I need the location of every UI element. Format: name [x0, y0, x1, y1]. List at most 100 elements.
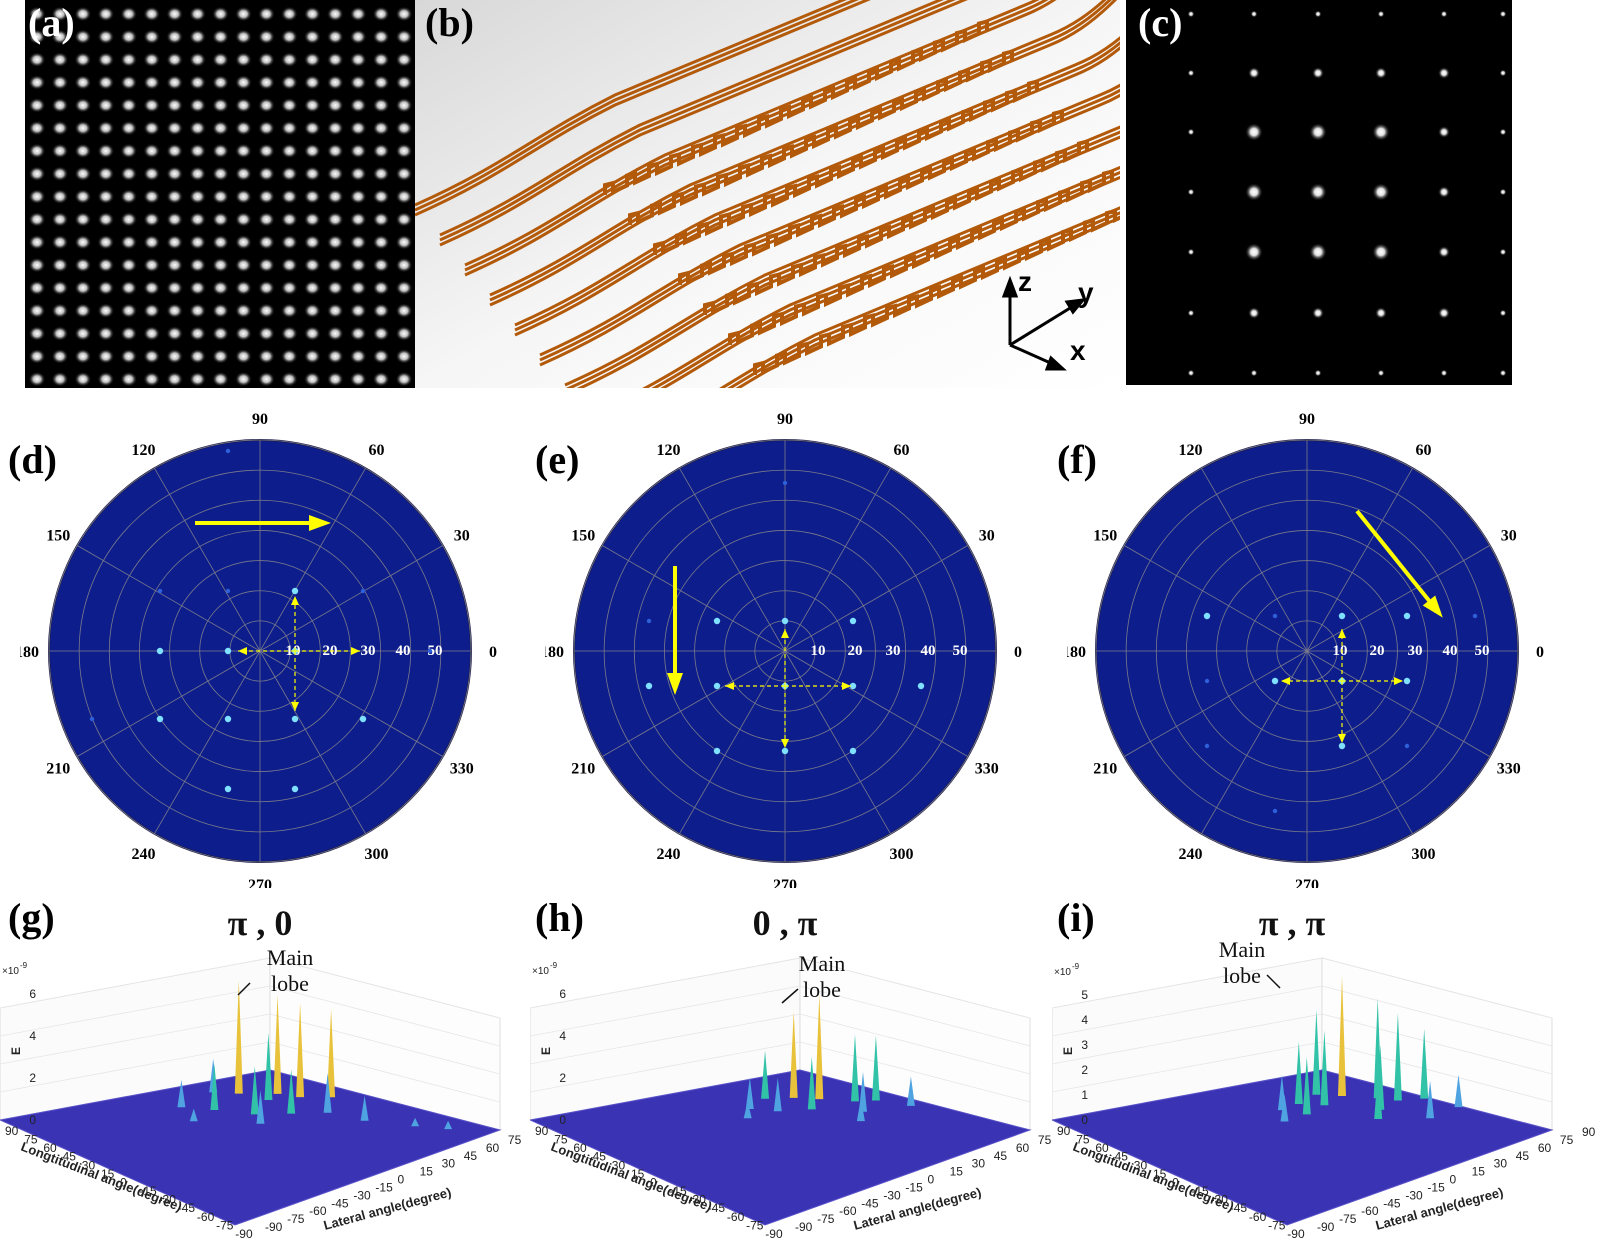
lateral-tick-label: 0 — [1450, 1173, 1457, 1187]
waveguide-line — [489, 0, 1112, 302]
beam-spot — [74, 348, 92, 364]
lobe-spot — [157, 588, 163, 594]
lobe-spot — [646, 618, 652, 624]
longitudinal-tick-label: 45 — [1115, 1150, 1129, 1164]
longitudinal-tick-label: 60 — [1095, 1141, 1109, 1155]
z-exponent: ×10 — [1054, 967, 1071, 978]
longitudinal-tick-label: -15 — [669, 1184, 687, 1198]
beam-spot — [143, 6, 161, 22]
polar-grid-spoke — [259, 650, 443, 757]
beam-spot — [372, 211, 390, 227]
beam-spot — [189, 371, 207, 387]
polar-angle-label: 270 — [1295, 877, 1319, 888]
lobe-spot — [1204, 743, 1210, 749]
longitudinal-tick-label: -75 — [1268, 1218, 1286, 1232]
offset-arrow-head — [351, 647, 360, 655]
main-lobe-annotation: Main — [799, 951, 845, 976]
beam-spot — [189, 143, 207, 159]
lobe-peak — [411, 1117, 420, 1127]
polar-radial-label: 20 — [848, 643, 863, 659]
beam-spot — [189, 280, 207, 296]
lateral-tick-label: 30 — [442, 1157, 456, 1171]
beam-spot — [189, 6, 207, 22]
beam-spot — [349, 29, 367, 45]
beam-spot — [28, 280, 46, 296]
lateral-tick-label: 45 — [464, 1149, 478, 1163]
beam-spot — [395, 303, 413, 319]
beam-spot — [97, 6, 115, 22]
beam-spot — [326, 371, 344, 387]
beam-spot — [257, 348, 275, 364]
beam-spot — [372, 74, 390, 90]
annotation-leader — [1266, 974, 1281, 989]
diffraction-spot — [1314, 369, 1322, 377]
beam-spot — [97, 280, 115, 296]
z-tick-label: 5 — [1081, 988, 1088, 1002]
beam-spot — [212, 52, 230, 68]
lobe-spot — [713, 682, 721, 690]
polar-angle-label: 120 — [657, 442, 681, 459]
z-tick-label: 1 — [1081, 1088, 1088, 1102]
polar-angle-label: 0 — [489, 644, 497, 661]
longitudinal-tick-label: -90 — [1287, 1227, 1305, 1241]
longitudinal-tick-label: -30 — [159, 1193, 177, 1207]
axis-z-label: z — [1018, 266, 1032, 297]
beam-spot — [28, 97, 46, 113]
beam-spot — [280, 234, 298, 250]
axis-y-label: y — [1078, 277, 1094, 308]
lateral-tick-label: 45 — [994, 1149, 1008, 1163]
beam-spot — [257, 280, 275, 296]
steering-arrow-head — [667, 673, 683, 695]
longitudinal-tick-label: -75 — [746, 1218, 764, 1232]
beam-spot — [97, 166, 115, 182]
panel-label-d: (d) — [8, 437, 57, 482]
beam-spot — [143, 74, 161, 90]
diffraction-spot — [1312, 307, 1324, 319]
beam-spot — [120, 120, 138, 136]
polar-grid-spoke — [784, 468, 891, 652]
beam-spot — [395, 326, 413, 342]
beam-spot — [349, 303, 367, 319]
beam-spot — [395, 29, 413, 45]
lateral-tick-label: 60 — [486, 1141, 500, 1155]
panel-label-c: (c) — [1138, 0, 1183, 45]
polar-angle-label: 210 — [571, 761, 595, 778]
beam-spot — [372, 280, 390, 296]
beam-spot — [51, 74, 69, 90]
polar-angle-label: 30 — [1501, 528, 1517, 545]
grid-line — [799, 985, 1031, 1047]
beam-spot — [212, 303, 230, 319]
beam-spot — [372, 234, 390, 250]
panel-label-g: (g) — [8, 895, 55, 940]
polar-grid-spoke — [259, 545, 443, 652]
lobe-spot — [781, 747, 789, 755]
beam-spot — [97, 257, 115, 273]
beam-spot — [212, 280, 230, 296]
beam-spot — [280, 348, 298, 364]
beam-spot — [326, 29, 344, 45]
beam-spot — [212, 189, 230, 205]
z-exponent-power: -9 — [1072, 962, 1080, 971]
polar-radial-label: 40 — [396, 643, 411, 659]
grid-line — [1052, 1013, 1323, 1065]
beam-spot — [234, 74, 252, 90]
lateral-tick-label: 75 — [508, 1133, 522, 1147]
grid-line — [799, 1041, 1031, 1103]
beam-spot — [303, 234, 321, 250]
beam-spot — [120, 303, 138, 319]
longitudinal-tick-label: -30 — [689, 1193, 707, 1207]
polar-plot-f: 9060300330300270240210180150120102030405… — [1067, 411, 1544, 888]
waveguide-line — [439, 0, 944, 237]
waveguide-line — [464, 0, 1057, 277]
waveguide-structure — [603, 18, 989, 196]
longitudinal-tick-label: 45 — [593, 1150, 607, 1164]
beam-spot — [166, 143, 184, 159]
beam-spot — [372, 257, 390, 273]
polar-angle-label: 90 — [1299, 411, 1315, 428]
surface-floor — [1052, 1069, 1554, 1226]
z-exponent-power: -9 — [550, 961, 558, 970]
beam-spot — [189, 348, 207, 364]
diffraction-spot — [1438, 186, 1450, 198]
polar-grid-spoke — [77, 650, 261, 757]
polar-radial-label: 10 — [1333, 643, 1348, 659]
